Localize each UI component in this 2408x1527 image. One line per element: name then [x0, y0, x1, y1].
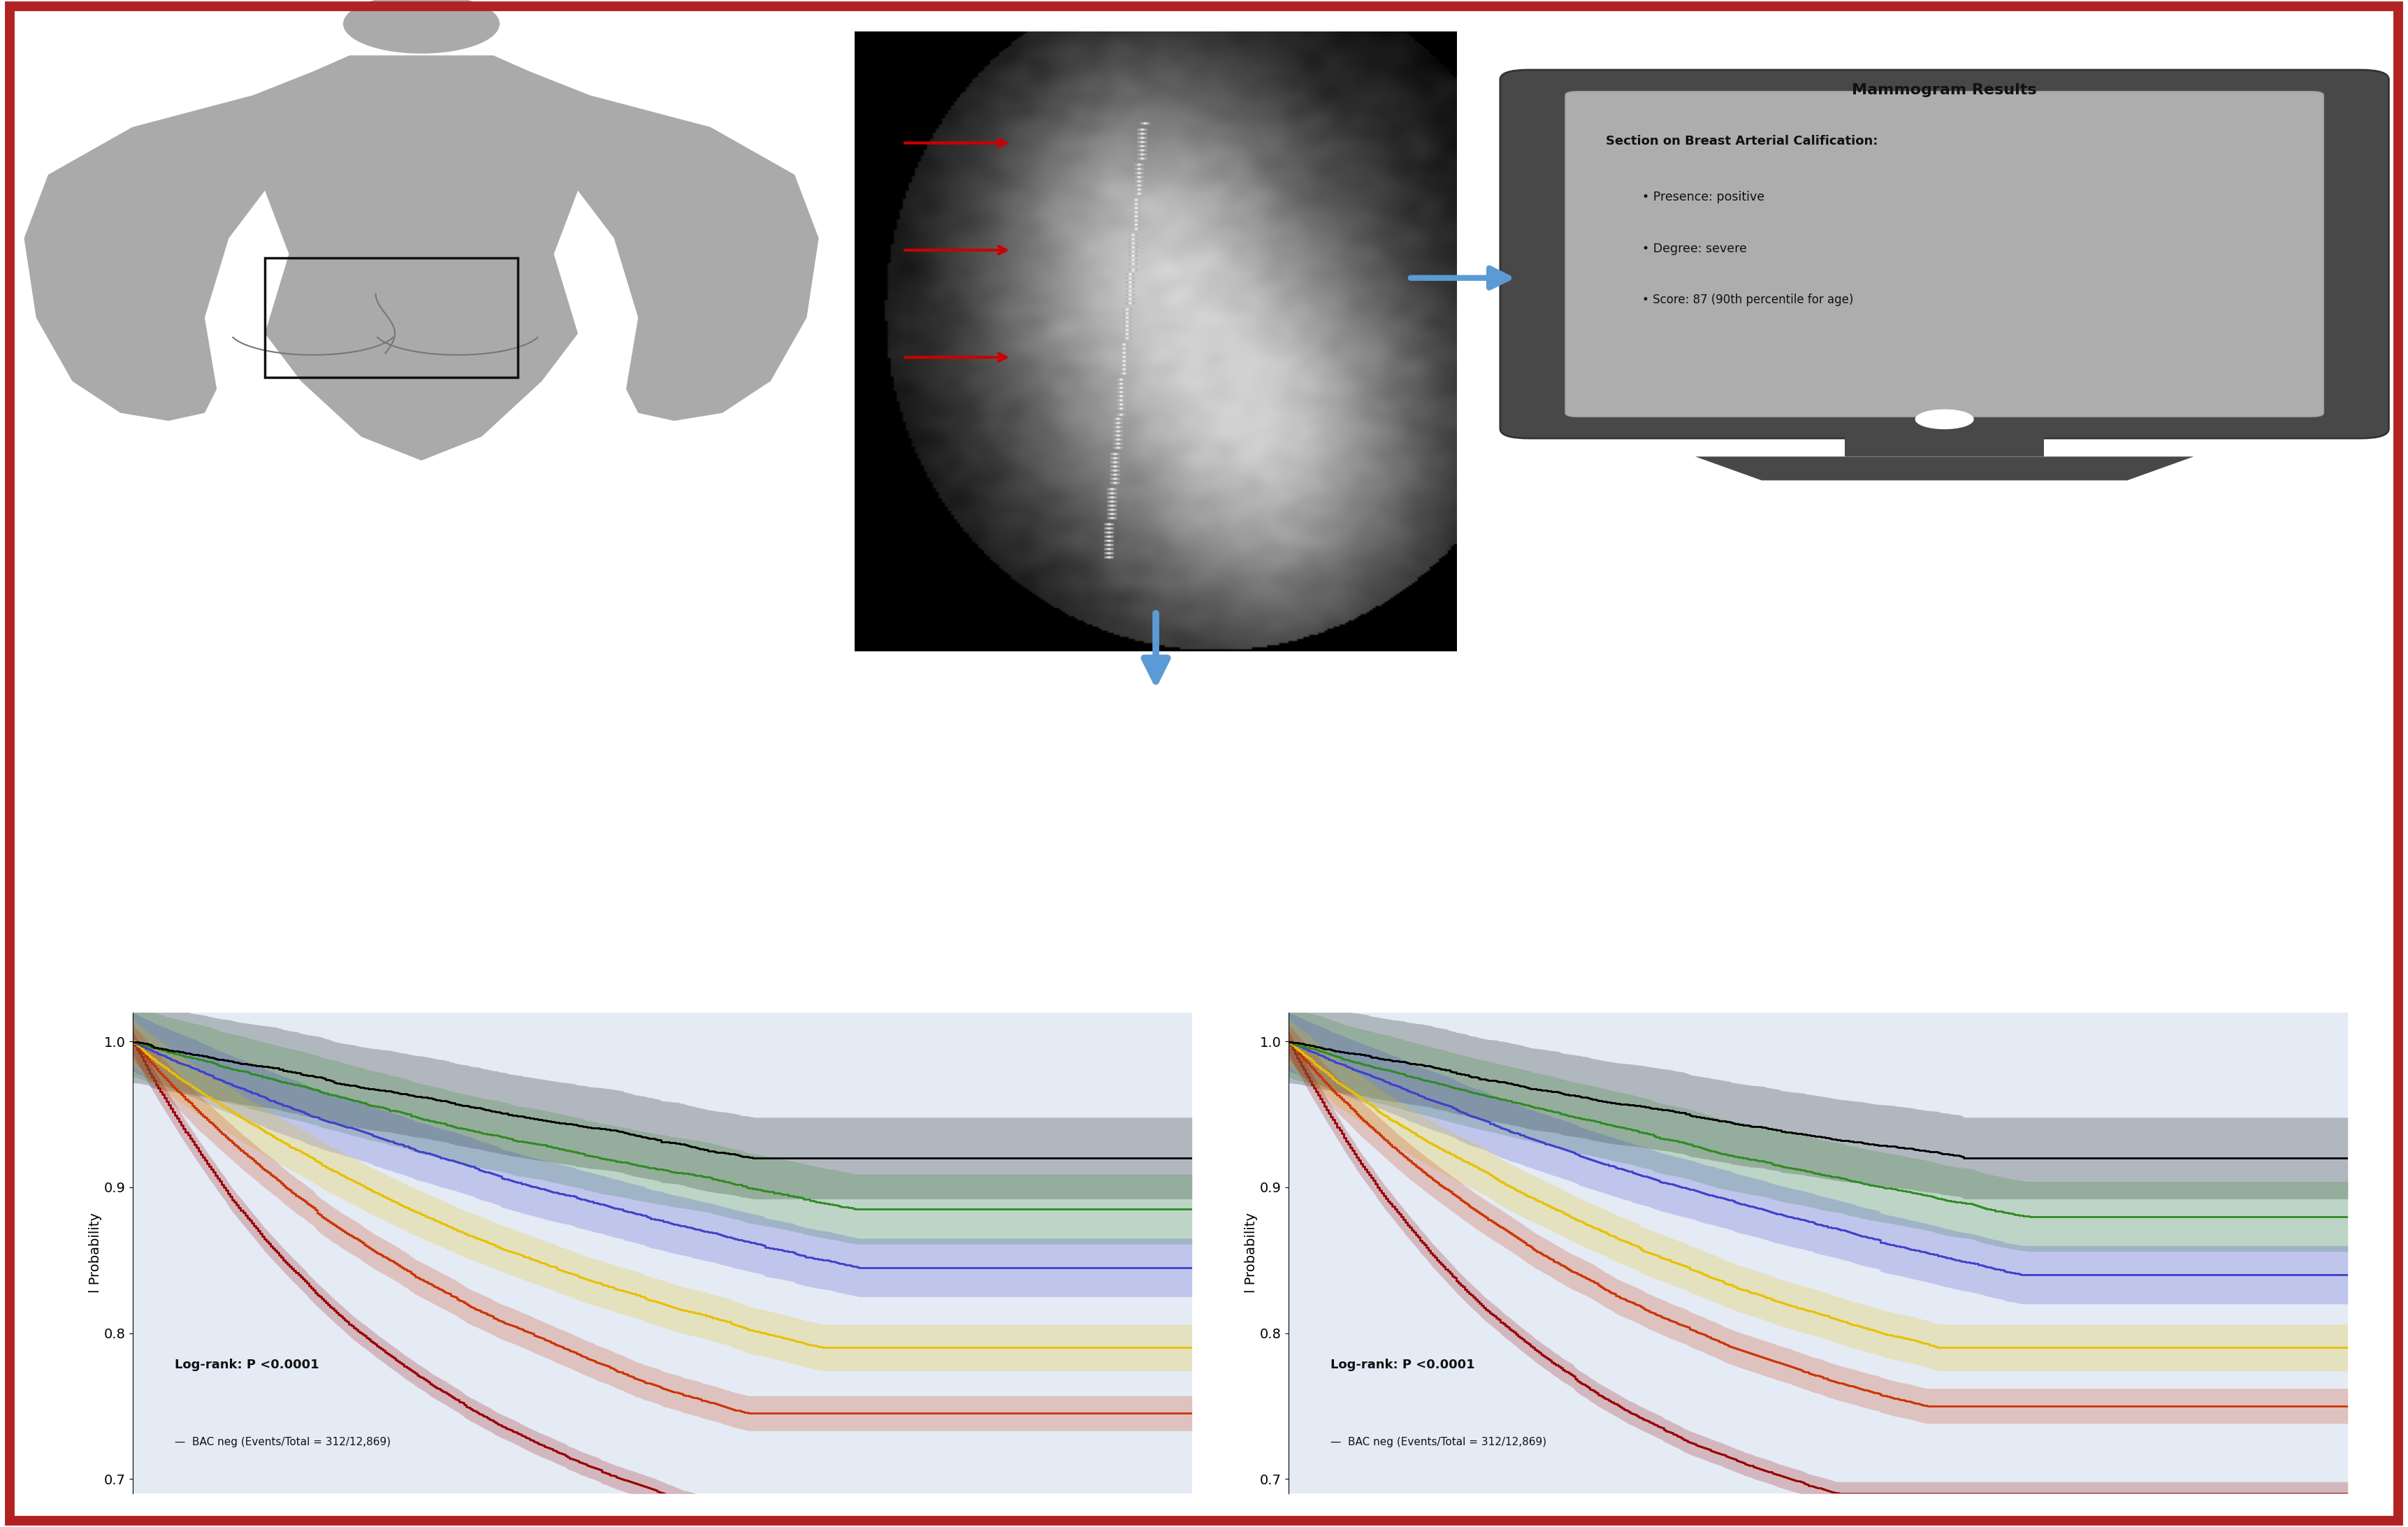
Text: Mammogram Results: Mammogram Results — [1852, 84, 2037, 98]
Text: Mortality: Mortality — [563, 925, 665, 945]
Ellipse shape — [344, 0, 501, 53]
Text: Association Between Breast Arterial Calcification Scores Quartiles and Mortality: Association Between Breast Arterial Calc… — [696, 817, 1712, 866]
Polygon shape — [313, 55, 530, 79]
Y-axis label: l Probability: l Probability — [89, 1212, 101, 1293]
Text: —  BAC neg (Events/Total = 312/12,869): — BAC neg (Events/Total = 312/12,869) — [176, 1437, 390, 1448]
FancyBboxPatch shape — [1565, 92, 2324, 417]
Text: Section on Breast Arterial Calification:: Section on Breast Arterial Calification: — [1606, 134, 1878, 148]
Text: —  BAC neg (Events/Total = 312/12,869): — BAC neg (Events/Total = 312/12,869) — [1332, 1437, 1546, 1448]
Bar — [265, 258, 518, 377]
Text: Log-rank: P <0.0001: Log-rank: P <0.0001 — [176, 1359, 320, 1371]
Text: Myocardial Infarction, Heart Failure, Stroke, and Mortality: Myocardial Infarction, Heart Failure, St… — [1584, 971, 2003, 985]
Bar — [855, 32, 1457, 651]
Text: Log-rank: P <0.0001: Log-rank: P <0.0001 — [1332, 1359, 1476, 1371]
Text: Cardiovascular Composite: Cardiovascular Composite — [518, 971, 710, 985]
Circle shape — [1917, 409, 1975, 429]
Polygon shape — [1695, 457, 2194, 481]
Bar — [1845, 425, 2044, 457]
Text: • Score: 87 (90th percentile for age): • Score: 87 (90th percentile for age) — [1642, 293, 1854, 307]
Text: • Degree: severe: • Degree: severe — [1642, 243, 1746, 255]
Polygon shape — [24, 55, 819, 461]
Y-axis label: l Probability: l Probability — [1245, 1212, 1257, 1293]
Text: • Presence: positive: • Presence: positive — [1642, 191, 1765, 203]
Text: Composite Outcomes: Composite Outcomes — [1678, 925, 1910, 945]
FancyBboxPatch shape — [1500, 70, 2389, 438]
